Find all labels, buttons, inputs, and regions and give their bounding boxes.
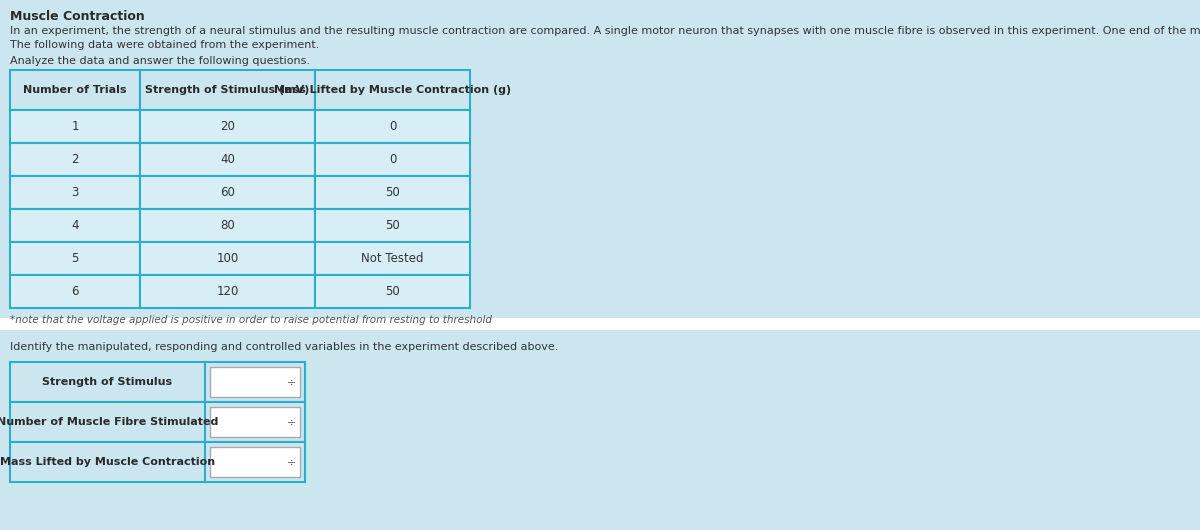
Text: Muscle Contraction: Muscle Contraction (10, 10, 145, 23)
Bar (210, 407, 300, 437)
Bar (314, 143, 470, 176)
Bar (10, 362, 205, 402)
Text: 6: 6 (71, 285, 79, 298)
Text: Identify the manipulated, responding and controlled variables in the experiment : Identify the manipulated, responding and… (10, 342, 558, 352)
Bar (140, 209, 314, 242)
Text: 3: 3 (71, 186, 79, 199)
Bar (314, 176, 470, 209)
Text: Strength of Stimulus: Strength of Stimulus (42, 377, 173, 387)
Text: The following data were obtained from the experiment.: The following data were obtained from th… (10, 40, 319, 50)
Bar (140, 176, 314, 209)
Text: *note that the voltage applied is positive in order to raise potential from rest: *note that the voltage applied is positi… (10, 315, 492, 325)
Text: 80: 80 (220, 219, 235, 232)
Text: 50: 50 (385, 186, 400, 199)
Bar (314, 70, 470, 110)
Bar (140, 143, 314, 176)
Bar (10, 442, 205, 482)
Text: 1: 1 (71, 120, 79, 133)
Bar (0, 330, 1200, 530)
Bar (140, 70, 314, 110)
Text: 40: 40 (220, 153, 235, 166)
Bar (210, 367, 300, 397)
Bar (205, 402, 305, 442)
Text: ÷: ÷ (287, 417, 296, 427)
Text: 5: 5 (71, 252, 79, 265)
Text: ÷: ÷ (287, 457, 296, 467)
Bar (314, 275, 470, 308)
Text: Mass Lifted by Muscle Contraction: Mass Lifted by Muscle Contraction (0, 457, 215, 467)
Text: 20: 20 (220, 120, 235, 133)
Text: Mass Lifted by Muscle Contraction (g): Mass Lifted by Muscle Contraction (g) (274, 85, 511, 95)
Text: 0: 0 (389, 120, 396, 133)
Bar (140, 110, 314, 143)
Text: 120: 120 (216, 285, 239, 298)
Bar (140, 275, 314, 308)
Text: Number of Muscle Fibre Stimulated: Number of Muscle Fibre Stimulated (0, 417, 218, 427)
Bar (10, 110, 140, 143)
Bar (10, 70, 140, 110)
Bar (140, 242, 314, 275)
Bar (210, 447, 300, 477)
Text: Strength of Stimulus (mV): Strength of Stimulus (mV) (145, 85, 310, 95)
Bar (205, 362, 305, 402)
Text: Number of Trials: Number of Trials (23, 85, 127, 95)
Text: ÷: ÷ (287, 377, 296, 387)
Text: In an experiment, the strength of a neural stimulus and the resulting muscle con: In an experiment, the strength of a neur… (10, 26, 1200, 36)
Text: Analyze the data and answer the following questions.: Analyze the data and answer the followin… (10, 56, 310, 66)
Text: 0: 0 (389, 153, 396, 166)
Text: Not Tested: Not Tested (361, 252, 424, 265)
Text: 4: 4 (71, 219, 79, 232)
Bar (205, 442, 305, 482)
Text: 60: 60 (220, 186, 235, 199)
Bar (314, 110, 470, 143)
Text: 50: 50 (385, 285, 400, 298)
Bar (0, 0, 1200, 318)
Bar (314, 242, 470, 275)
Bar (314, 209, 470, 242)
Bar (10, 176, 140, 209)
Bar (10, 209, 140, 242)
Bar (10, 402, 205, 442)
Bar (10, 275, 140, 308)
Bar (10, 143, 140, 176)
Bar (0, 318, 1200, 330)
Text: 100: 100 (216, 252, 239, 265)
Bar (10, 242, 140, 275)
Text: 2: 2 (71, 153, 79, 166)
Text: 50: 50 (385, 219, 400, 232)
